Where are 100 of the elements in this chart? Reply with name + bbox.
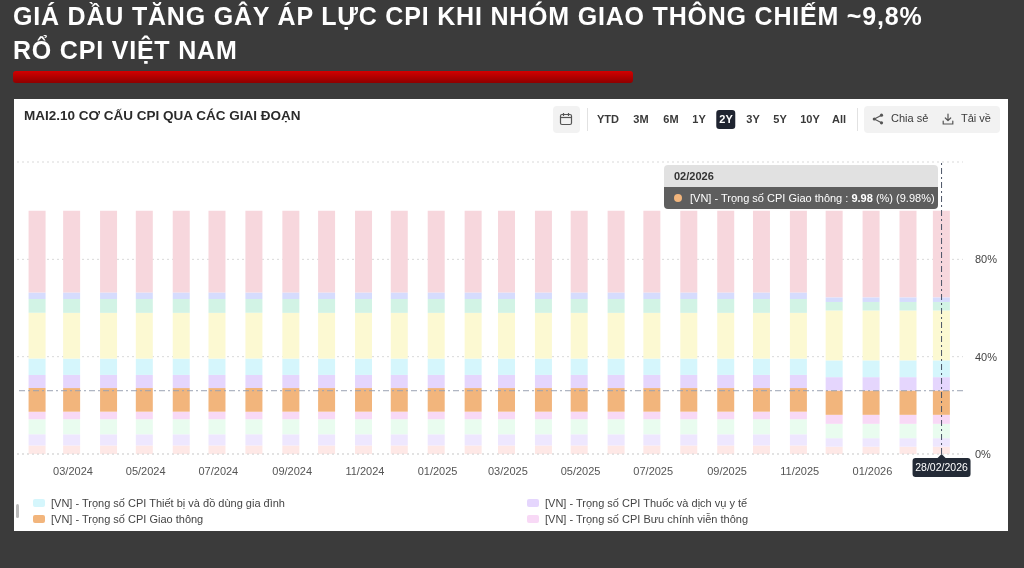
bar — [172, 434, 190, 446]
bar — [932, 377, 950, 391]
bar — [355, 292, 373, 299]
bar — [318, 419, 336, 435]
text: YTD — [596, 112, 620, 127]
bar — [789, 374, 807, 389]
bar — [464, 374, 482, 389]
bar — [427, 411, 445, 420]
bar — [28, 388, 46, 412]
bar — [208, 434, 226, 446]
bar — [607, 374, 625, 389]
bar — [100, 312, 118, 359]
bar — [680, 292, 698, 299]
text: 6M — [662, 112, 680, 127]
bar — [63, 299, 81, 313]
bar — [643, 445, 661, 454]
bar — [245, 299, 263, 313]
bar — [390, 419, 408, 435]
bar — [932, 360, 950, 378]
bar — [789, 434, 807, 446]
bar — [534, 411, 552, 420]
bar — [390, 312, 408, 359]
bar — [355, 419, 373, 435]
bar — [318, 434, 336, 446]
bar — [643, 374, 661, 389]
bar — [862, 414, 880, 424]
bar — [135, 358, 153, 375]
bar — [862, 297, 880, 302]
bar — [63, 374, 81, 389]
bar — [498, 445, 515, 454]
text: Tải về — [961, 112, 991, 124]
bar — [862, 360, 880, 378]
bar — [100, 411, 118, 420]
bar — [680, 358, 698, 375]
bar — [355, 299, 373, 313]
bar — [63, 312, 81, 359]
bar — [245, 434, 263, 446]
bar — [899, 377, 917, 391]
bar — [498, 388, 515, 412]
bar — [245, 292, 263, 299]
bar — [355, 388, 373, 412]
bar — [135, 210, 153, 293]
bar — [390, 374, 408, 389]
annotation: 02/2026 — [664, 165, 938, 187]
bar — [208, 374, 226, 389]
bar — [643, 419, 661, 435]
chart-title: GIÁ DẦU TĂNG GÂY ÁP LỰC CPI KHI NHÓM GIAO THÔNG CHIẾM ~9,8% RỔ CPI VIỆT NAM — [13, 0, 924, 66]
bar — [534, 419, 552, 435]
bar — [534, 434, 552, 446]
bar — [570, 445, 588, 454]
bar — [390, 358, 408, 375]
bar — [63, 419, 81, 435]
bar — [862, 446, 880, 454]
bar — [789, 419, 807, 435]
bar — [464, 434, 482, 446]
bar — [28, 445, 46, 454]
bar — [899, 301, 917, 311]
bar — [464, 312, 482, 359]
bar — [534, 374, 552, 389]
bar — [390, 292, 408, 299]
bar — [607, 292, 625, 299]
bar — [318, 210, 336, 293]
bar — [63, 292, 81, 299]
bar — [643, 312, 661, 359]
bar — [717, 419, 735, 435]
bar — [717, 358, 735, 375]
bar — [825, 210, 843, 298]
bar — [28, 358, 46, 375]
bar — [825, 297, 843, 302]
bar — [318, 411, 336, 420]
bar — [28, 434, 46, 446]
bar — [643, 411, 661, 420]
bar — [789, 312, 807, 359]
bar — [100, 434, 118, 446]
annotation: [VN] - Trọng số CPI Giao thông : 9.98 (%) (9.98%) — [690, 191, 935, 206]
bar — [208, 388, 226, 412]
bar — [752, 445, 770, 454]
bar — [172, 419, 190, 435]
bar — [28, 210, 46, 293]
text: 1Y — [691, 112, 707, 127]
bar — [899, 438, 917, 447]
bar — [282, 419, 300, 435]
bar — [355, 358, 373, 375]
bar — [135, 374, 153, 389]
bar — [534, 292, 552, 299]
bar — [28, 374, 46, 389]
bar — [534, 299, 552, 313]
bar — [28, 419, 46, 435]
bar — [570, 292, 588, 299]
bar — [498, 374, 515, 389]
bar — [752, 292, 770, 299]
bar — [28, 411, 46, 420]
bar — [570, 210, 588, 293]
bar — [607, 299, 625, 313]
bar — [607, 419, 625, 435]
bar — [208, 299, 226, 313]
bar — [245, 312, 263, 359]
bar — [282, 210, 300, 293]
x-tick-label: 03/2025 — [487, 464, 528, 477]
bar — [680, 210, 698, 293]
